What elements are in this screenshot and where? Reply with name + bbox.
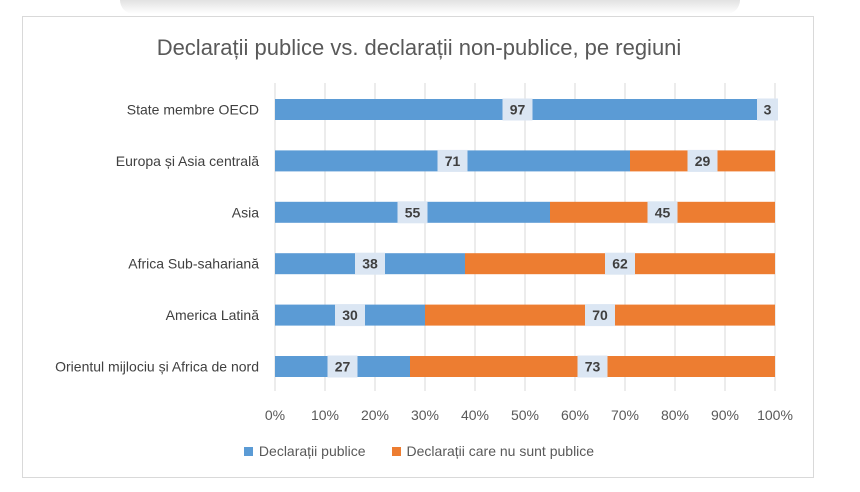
data-label-bg <box>437 149 468 172</box>
x-tick-label: 50% <box>511 407 539 423</box>
x-tick-label: 10% <box>311 407 339 423</box>
category-label: State membre OECD <box>127 102 259 118</box>
data-label-bg <box>757 98 778 121</box>
data-label: 30 <box>342 307 358 323</box>
data-label-bg <box>397 201 428 224</box>
legend: Declarații publice Declarații care nu sun… <box>23 443 815 459</box>
data-label-bg <box>327 355 358 378</box>
x-tick-label: 100% <box>757 407 793 423</box>
x-tick-label: 40% <box>461 407 489 423</box>
x-tick-label: 0% <box>265 407 285 423</box>
data-label: 29 <box>695 153 711 169</box>
data-label-bg <box>502 98 533 121</box>
data-label: 27 <box>335 359 351 375</box>
data-label-bg <box>577 355 608 378</box>
chart-frame: Declarații publice vs. declarații non-pu… <box>22 16 814 478</box>
data-label: 62 <box>612 256 628 272</box>
chart-title: Declarații publice vs. declarații non-pu… <box>156 35 682 60</box>
data-label: 73 <box>585 359 601 375</box>
data-label: 97 <box>510 102 526 118</box>
x-tick-label: 60% <box>561 407 589 423</box>
data-label-bg <box>585 304 615 327</box>
data-label: 70 <box>592 307 608 323</box>
data-label-bg <box>335 304 365 327</box>
data-label: 55 <box>405 204 421 220</box>
plot-area: 0% 10% 20% 30% 40% 50% 60% 70% 80% 90% 100% State m… <box>55 83 793 423</box>
category-label: America Latină <box>166 307 260 323</box>
data-label: 71 <box>445 153 461 169</box>
legend-item: Declarații care nu sunt publice <box>391 443 595 459</box>
data-label: 38 <box>362 256 378 272</box>
top-shadow <box>120 0 740 14</box>
x-tick-label: 30% <box>411 407 439 423</box>
data-label-bg <box>647 201 678 224</box>
x-tick-label: 70% <box>611 407 639 423</box>
category-label: Africa Sub-sahariană <box>128 256 259 272</box>
x-tick-label: 90% <box>711 407 739 423</box>
legend-label: Declarații care nu sunt publice <box>406 443 595 459</box>
x-tick-label: 80% <box>661 407 689 423</box>
x-tick-label: 20% <box>361 407 389 423</box>
data-label-bg <box>687 149 718 172</box>
category-label: Orientul mijlociu și Africa de nord <box>55 359 259 375</box>
data-label-bg <box>605 252 635 275</box>
category-label: Europa și Asia centrală <box>116 153 259 169</box>
category-label: Asia <box>232 204 259 220</box>
data-label: 45 <box>655 204 671 220</box>
data-label: 3 <box>764 102 772 118</box>
legend-label: Declarații publice <box>258 443 366 459</box>
legend-item: Declarații publice <box>243 443 366 459</box>
legend-swatch <box>391 446 401 456</box>
data-label-bg <box>355 252 385 275</box>
legend-swatch <box>243 446 253 456</box>
